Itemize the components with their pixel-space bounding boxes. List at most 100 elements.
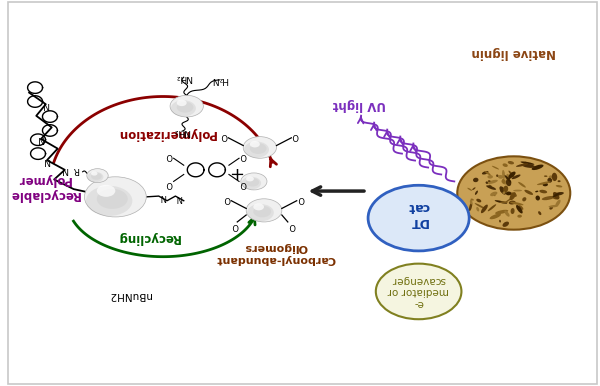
Ellipse shape [505, 198, 512, 203]
Ellipse shape [472, 187, 476, 190]
Text: N: N [160, 191, 166, 201]
Text: H₂N: H₂N [211, 75, 228, 85]
Ellipse shape [548, 205, 559, 208]
Text: O: O [289, 220, 296, 230]
Circle shape [247, 204, 274, 222]
Ellipse shape [548, 175, 553, 178]
Ellipse shape [538, 211, 541, 215]
Text: O: O [224, 193, 230, 203]
Circle shape [91, 171, 98, 176]
Ellipse shape [542, 196, 555, 200]
Ellipse shape [508, 171, 515, 178]
Text: O: O [232, 220, 239, 230]
Text: O: O [240, 179, 247, 188]
Circle shape [246, 176, 254, 181]
Ellipse shape [502, 180, 508, 185]
Ellipse shape [506, 191, 511, 195]
Ellipse shape [496, 174, 499, 177]
Circle shape [253, 203, 264, 210]
Circle shape [86, 186, 133, 216]
Ellipse shape [488, 204, 496, 211]
Circle shape [177, 102, 193, 113]
Ellipse shape [536, 196, 540, 200]
Ellipse shape [509, 192, 516, 200]
Ellipse shape [493, 192, 496, 196]
Text: N: N [43, 100, 49, 109]
Ellipse shape [516, 205, 523, 213]
Ellipse shape [469, 202, 472, 211]
Circle shape [177, 100, 187, 106]
Ellipse shape [508, 175, 512, 180]
Ellipse shape [503, 186, 508, 193]
Ellipse shape [544, 175, 547, 177]
Ellipse shape [486, 185, 496, 190]
Ellipse shape [481, 205, 488, 213]
Ellipse shape [518, 182, 526, 188]
Circle shape [457, 156, 570, 230]
Ellipse shape [547, 178, 552, 183]
Ellipse shape [503, 163, 508, 167]
Ellipse shape [552, 195, 559, 200]
Text: O: O [292, 130, 299, 140]
Ellipse shape [550, 206, 553, 210]
Circle shape [246, 199, 282, 222]
Ellipse shape [516, 163, 529, 167]
Ellipse shape [488, 180, 491, 182]
Circle shape [250, 141, 260, 147]
Ellipse shape [553, 192, 559, 200]
Text: O: O [221, 130, 227, 140]
Ellipse shape [512, 174, 521, 179]
Ellipse shape [510, 192, 517, 197]
Ellipse shape [503, 191, 505, 194]
Ellipse shape [510, 202, 524, 205]
Ellipse shape [502, 179, 505, 184]
Ellipse shape [552, 173, 557, 181]
Ellipse shape [488, 180, 498, 184]
Ellipse shape [554, 192, 564, 196]
Circle shape [368, 185, 469, 251]
Ellipse shape [498, 175, 503, 179]
Ellipse shape [521, 161, 535, 165]
Ellipse shape [476, 199, 481, 202]
Circle shape [246, 178, 259, 186]
Ellipse shape [475, 191, 478, 195]
Text: Polymerization: Polymerization [116, 127, 215, 140]
Text: R: R [73, 164, 79, 174]
Text: N: N [38, 134, 44, 144]
Ellipse shape [524, 190, 533, 195]
Text: Native lignin: Native lignin [472, 46, 556, 59]
Circle shape [97, 185, 115, 197]
Ellipse shape [475, 203, 485, 209]
Text: UV light: UV light [333, 98, 386, 112]
Text: DT
cat: DT cat [408, 200, 430, 228]
Circle shape [97, 189, 128, 209]
Ellipse shape [513, 190, 522, 191]
Ellipse shape [505, 211, 509, 217]
Ellipse shape [492, 166, 499, 169]
Ellipse shape [470, 200, 472, 205]
Text: O: O [298, 193, 304, 203]
Ellipse shape [499, 220, 501, 223]
Ellipse shape [556, 200, 560, 207]
Ellipse shape [521, 164, 535, 168]
Ellipse shape [537, 181, 551, 185]
Ellipse shape [506, 179, 511, 186]
Text: e-
mediator or
scavenger: e- mediator or scavenger [388, 275, 449, 308]
Ellipse shape [502, 170, 505, 179]
Ellipse shape [506, 174, 509, 183]
Circle shape [250, 143, 266, 154]
Ellipse shape [522, 197, 526, 201]
Ellipse shape [494, 200, 507, 204]
Ellipse shape [556, 185, 562, 188]
Text: NH₂: NH₂ [173, 127, 191, 136]
Ellipse shape [495, 210, 508, 214]
Ellipse shape [557, 180, 560, 182]
Ellipse shape [490, 214, 501, 219]
Text: +: + [227, 163, 242, 181]
Text: Recyclable
Polymer: Recyclable Polymer [8, 173, 80, 201]
Text: nBuNH2: nBuNH2 [109, 290, 151, 300]
Circle shape [85, 177, 146, 217]
Circle shape [87, 169, 108, 183]
Circle shape [170, 95, 203, 117]
Text: O: O [166, 179, 173, 188]
